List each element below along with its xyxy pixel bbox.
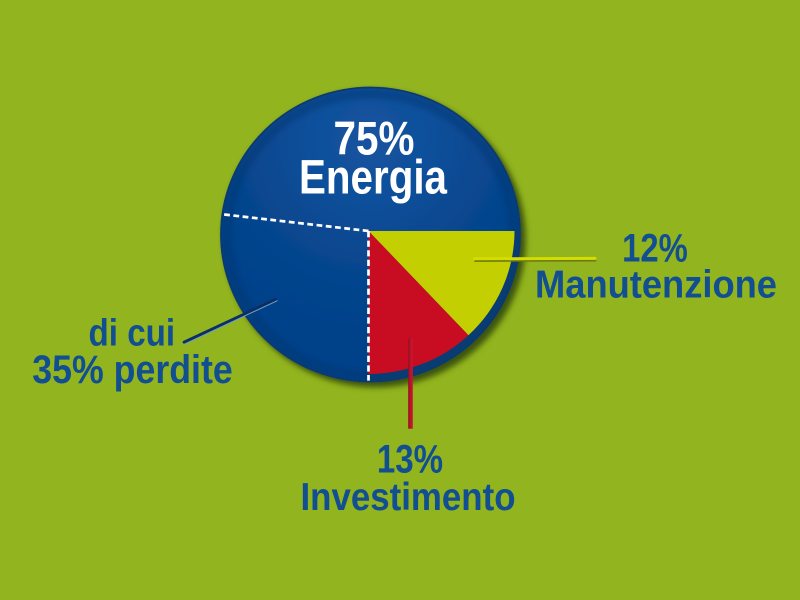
svg-text:13%: 13% — [377, 437, 443, 482]
svg-text:Manutenzione: Manutenzione — [535, 262, 777, 305]
svg-text:75%: 75% — [334, 113, 415, 166]
svg-text:di cui: di cui — [89, 311, 176, 354]
svg-text:35% perdite: 35% perdite — [32, 348, 232, 392]
svg-text:12%: 12% — [622, 226, 688, 271]
svg-text:Energia: Energia — [299, 151, 448, 204]
svg-text:Investimento: Investimento — [300, 475, 515, 518]
